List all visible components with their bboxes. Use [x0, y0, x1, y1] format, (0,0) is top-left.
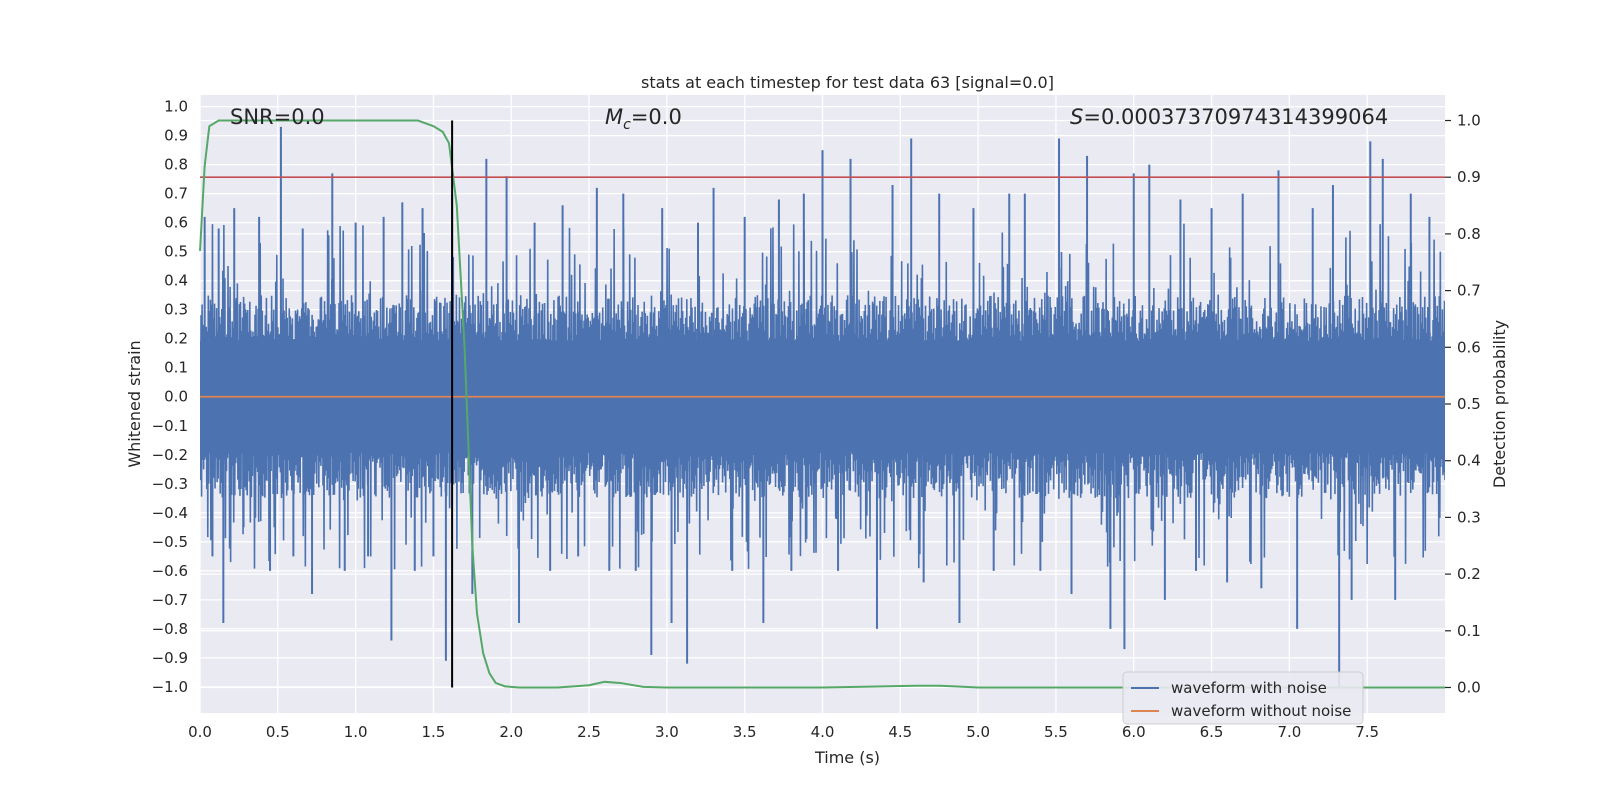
snr-annotation: SNR=0.0 — [230, 105, 325, 129]
mc-symbol: M — [605, 105, 623, 129]
detection-probability-line — [199, 119, 1445, 689]
y-tick-label-left: −0.9 — [152, 649, 188, 667]
y-axis-label-left: Whitened strain — [125, 340, 144, 467]
y-tick-label-left: 0.1 — [164, 359, 188, 377]
y-tick-label-left: 0.7 — [164, 185, 188, 203]
y-tick-label-right: 0.2 — [1457, 565, 1481, 583]
y-tick-label-left: 0.2 — [164, 330, 188, 348]
y-tick-label-left: 0.0 — [164, 388, 188, 406]
y-tick-label-left: 0.5 — [164, 243, 188, 261]
y-tick-label-left: 1.0 — [164, 98, 188, 116]
legend: waveform with noise waveform without nois… — [1122, 671, 1364, 725]
x-tick-label: 6.5 — [1200, 723, 1224, 741]
legend-label: waveform without noise — [1171, 702, 1351, 720]
y-tick-label-left: 0.6 — [164, 214, 188, 232]
x-tick-label: 4.0 — [811, 723, 835, 741]
x-tick-label: 2.0 — [499, 723, 523, 741]
y-tick-label-right: 0.5 — [1457, 395, 1481, 413]
axes: 0.0 0.5 1.0 1.5 2.0 2.5 3.0 3.5 4.0 4.5 5.0 5.5 6.0 6… — [152, 98, 1481, 741]
mc-value: =0.0 — [631, 105, 682, 129]
x-tick-label: 3.0 — [655, 723, 679, 741]
x-tick-label: 5.5 — [1044, 723, 1068, 741]
legend-label: waveform with noise — [1171, 679, 1327, 697]
y-tick-label-left: −0.1 — [152, 417, 188, 435]
chirp-mass-annotation: Mc=0.0 — [605, 105, 682, 133]
chart-title: stats at each timestep for test data 63 … — [641, 73, 1054, 92]
x-tick-label: 7.0 — [1277, 723, 1301, 741]
y-tick-label-left: −0.3 — [152, 475, 188, 493]
x-tick-label: 7.5 — [1355, 723, 1379, 741]
y-axis-label-right: Detection probability — [1490, 320, 1509, 488]
y-tick-label-right: 0.1 — [1457, 622, 1481, 640]
x-axis-label: Time (s) — [814, 748, 880, 767]
y-tick-label-right: 0.8 — [1457, 225, 1481, 243]
y-tick-label-right: 1.0 — [1457, 112, 1481, 130]
x-tick-label: 0.0 — [188, 723, 212, 741]
y-tick-label-left: −0.6 — [152, 562, 188, 580]
legend-box — [1122, 671, 1364, 725]
y-tick-label-left: 0.8 — [164, 156, 188, 174]
s-annotation: S=0.0003737097431439906​4 — [1070, 105, 1388, 129]
s-value: =0.0003737097431439906​4 — [1083, 105, 1388, 129]
x-tick-label: 1.0 — [344, 723, 368, 741]
x-tick-label: 0.5 — [266, 723, 290, 741]
y-tick-label-right: 0.9 — [1457, 168, 1481, 186]
y-tick-label-left: −0.2 — [152, 446, 188, 464]
y-tick-label-right: 0.4 — [1457, 452, 1481, 470]
y-tick-label-right: 0.3 — [1457, 508, 1481, 526]
y-tick-label-left: −0.4 — [152, 504, 188, 522]
y-tick-label-right: 0.6 — [1457, 338, 1481, 356]
y-tick-label-left: −0.8 — [152, 620, 188, 638]
y-tick-label-left: −0.7 — [152, 591, 188, 609]
x-tick-label: 1.5 — [422, 723, 446, 741]
y-tick-label-left: 0.4 — [164, 272, 188, 290]
x-tick-label: 4.5 — [888, 723, 912, 741]
y-tick-label-left: 0.9 — [164, 127, 188, 145]
data-layer — [199, 119, 1445, 689]
y-tick-label-left: −0.5 — [152, 533, 188, 551]
y-tick-label-left: 0.3 — [164, 301, 188, 319]
y-tick-label-right: 0.0 — [1457, 678, 1481, 696]
x-tick-label: 5.0 — [966, 723, 990, 741]
y-tick-label-left: −1.0 — [152, 678, 188, 696]
y-tick-label-right: 0.7 — [1457, 282, 1481, 300]
x-tick-label: 3.5 — [733, 723, 757, 741]
x-tick-label: 2.5 — [577, 723, 601, 741]
x-tick-label: 6.0 — [1122, 723, 1146, 741]
s-symbol: S — [1070, 105, 1083, 129]
mc-subscript: c — [623, 117, 631, 133]
